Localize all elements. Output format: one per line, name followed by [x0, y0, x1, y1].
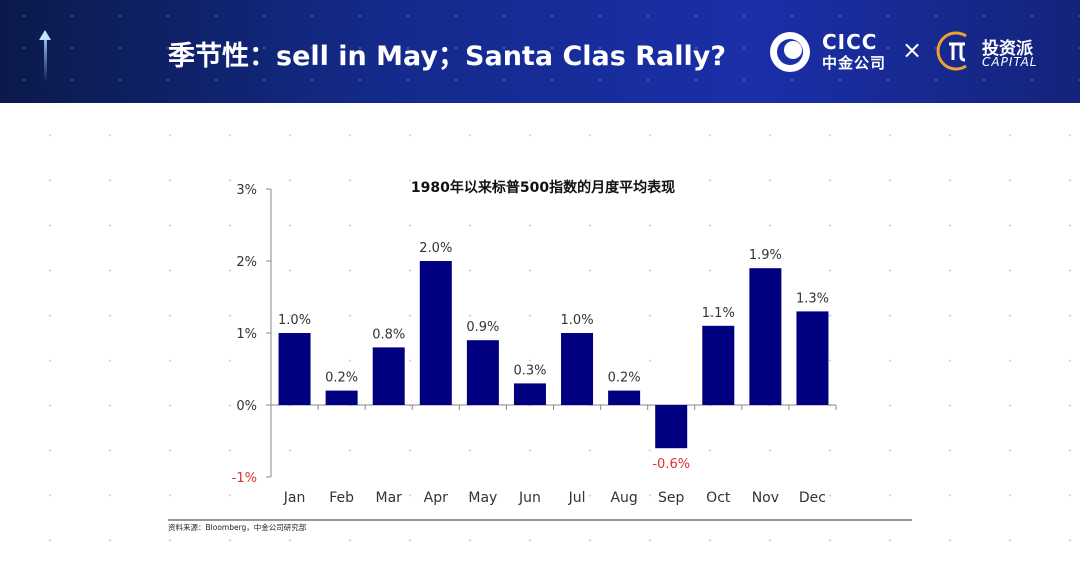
bar-nov — [749, 268, 782, 405]
x-tick-label: Sep — [658, 490, 685, 506]
bar-jul — [561, 333, 594, 405]
bar-dec — [796, 311, 829, 405]
x-tick-label: Jun — [518, 490, 541, 506]
data-label: 1.3% — [796, 291, 829, 306]
x-tick-label: Nov — [752, 490, 779, 506]
y-tick-label: 2% — [236, 255, 257, 270]
x-tick-label: Dec — [799, 490, 826, 506]
bars — [278, 261, 829, 449]
x-tick-label: Mar — [375, 490, 402, 506]
data-label: 0.3% — [513, 363, 546, 378]
bar-feb — [325, 390, 358, 405]
bar-sep — [655, 405, 688, 449]
light-beam-decoration — [44, 34, 47, 82]
cicc-logo-icon — [770, 32, 810, 72]
x-tick-label: Jul — [568, 490, 586, 506]
cicc-brand-en: CICC — [822, 30, 878, 54]
collab-times: × — [902, 36, 923, 64]
data-labels: 1.0% 0.2% 0.8% 2.0% 0.9% 0.3% 1.0% 0.2% -0.6% 1.1… — [278, 241, 829, 472]
header-banner: 季节性：sell in May；Santa Clas Rally? CICC 中… — [0, 0, 1080, 103]
bar-jan — [278, 333, 311, 405]
y-tick-label: 3% — [236, 183, 257, 198]
data-label: 0.2% — [608, 371, 641, 386]
y-tick-label: 1% — [236, 327, 257, 342]
x-tick-label: Apr — [424, 490, 448, 506]
data-label: 1.9% — [749, 248, 782, 263]
chart-title: 1980年以来标普500指数的月度平均表现 — [411, 179, 675, 196]
data-label: 1.1% — [702, 306, 735, 321]
data-label: 1.0% — [561, 313, 594, 328]
x-tick-label: Aug — [610, 490, 637, 506]
x-tick-label: Jan — [283, 490, 306, 506]
y-axis: 3% 2% 1% 0% -1% — [232, 183, 837, 486]
bar-mar — [372, 347, 405, 405]
header-dots — [0, 0, 1080, 103]
x-tick-label: Feb — [329, 490, 354, 506]
data-label: 0.2% — [325, 371, 358, 386]
bar-jun — [513, 383, 546, 405]
bar-apr — [419, 261, 452, 405]
data-label: 0.9% — [466, 320, 499, 335]
capital-logo-icon — [936, 31, 967, 71]
background-dots — [0, 103, 1080, 565]
data-label: 2.0% — [419, 241, 452, 256]
y-tick-label: -1% — [232, 471, 257, 486]
x-tick-labels: Jan Feb Mar Apr May Jun Jul Aug Sep Oct Nov Dec — [283, 490, 826, 506]
data-label: 1.0% — [278, 313, 311, 328]
x-tick-label: Oct — [706, 490, 731, 506]
capital-brand-zh: 投资派 — [982, 39, 1033, 59]
bar-oct — [702, 325, 735, 405]
y-tick-label: 0% — [236, 399, 257, 414]
bar-aug — [608, 390, 641, 405]
capital-brand-en: CAPITAL — [982, 55, 1038, 69]
bar-may — [466, 340, 499, 405]
x-tick-label: May — [468, 490, 497, 506]
cicc-brand-zh: 中金公司 — [822, 54, 887, 72]
source-note: 资料来源：Bloomberg，中金公司研究部 — [168, 523, 307, 532]
data-label: -0.6% — [652, 457, 690, 472]
page-title: 季节性：sell in May；Santa Clas Rally? — [168, 41, 726, 72]
data-label: 0.8% — [372, 327, 405, 342]
beam-tip-icon — [39, 30, 51, 40]
